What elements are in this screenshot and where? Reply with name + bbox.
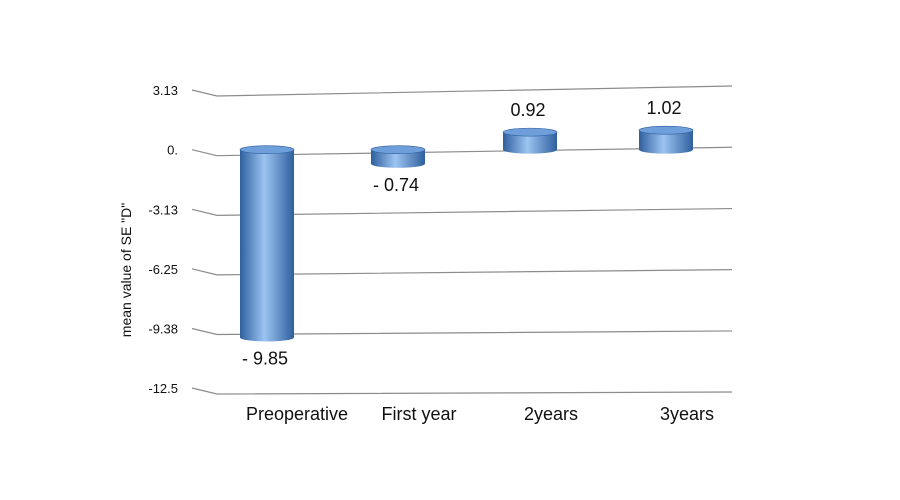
bar-3	[639, 130, 693, 150]
x-tick-label: 2years	[524, 404, 578, 424]
x-tick-label: 3years	[660, 404, 714, 424]
bar-2	[503, 132, 557, 150]
y-tick-label: 3.13	[153, 83, 178, 98]
data-label: 0.92	[510, 100, 545, 120]
bars	[239, 125, 694, 342]
x-tick-label: First year	[381, 404, 456, 424]
gridline	[191, 85, 733, 97]
bar-cap-bottom	[503, 145, 557, 154]
bar-cap-bottom	[639, 145, 693, 154]
gridline	[191, 146, 733, 157]
x-tick-label: Preoperative	[246, 404, 348, 424]
y-tick-label: -12.5	[148, 381, 178, 396]
bar-cap-bottom	[371, 159, 425, 168]
data-label: - 9.85	[242, 348, 288, 368]
bar-cap-top	[370, 145, 426, 154]
bar-cap-top	[239, 145, 295, 154]
gridline	[191, 268, 733, 276]
labels: 3.13 0. -3.13 -6.25 -9.38 -12.5 - 9.85 Preopera…	[148, 83, 714, 424]
bar-0	[240, 149, 294, 338]
gridline	[191, 327, 733, 336]
bar-cap-top	[502, 127, 558, 137]
data-label: - 0.74	[373, 175, 419, 195]
y-tick-label: -3.13	[148, 202, 178, 217]
gridlines	[191, 85, 733, 395]
data-label: 1.02	[646, 98, 681, 118]
y-tick-label: -6.25	[148, 262, 178, 277]
gridline	[191, 207, 733, 216]
bar-cap-top	[638, 125, 694, 135]
gridline	[191, 387, 733, 395]
bar-cap-bottom	[240, 333, 294, 342]
y-tick-label: -9.38	[148, 322, 178, 337]
y-tick-label: 0.	[167, 143, 178, 158]
y-axis-title: mean value of SE "D"	[118, 203, 134, 337]
